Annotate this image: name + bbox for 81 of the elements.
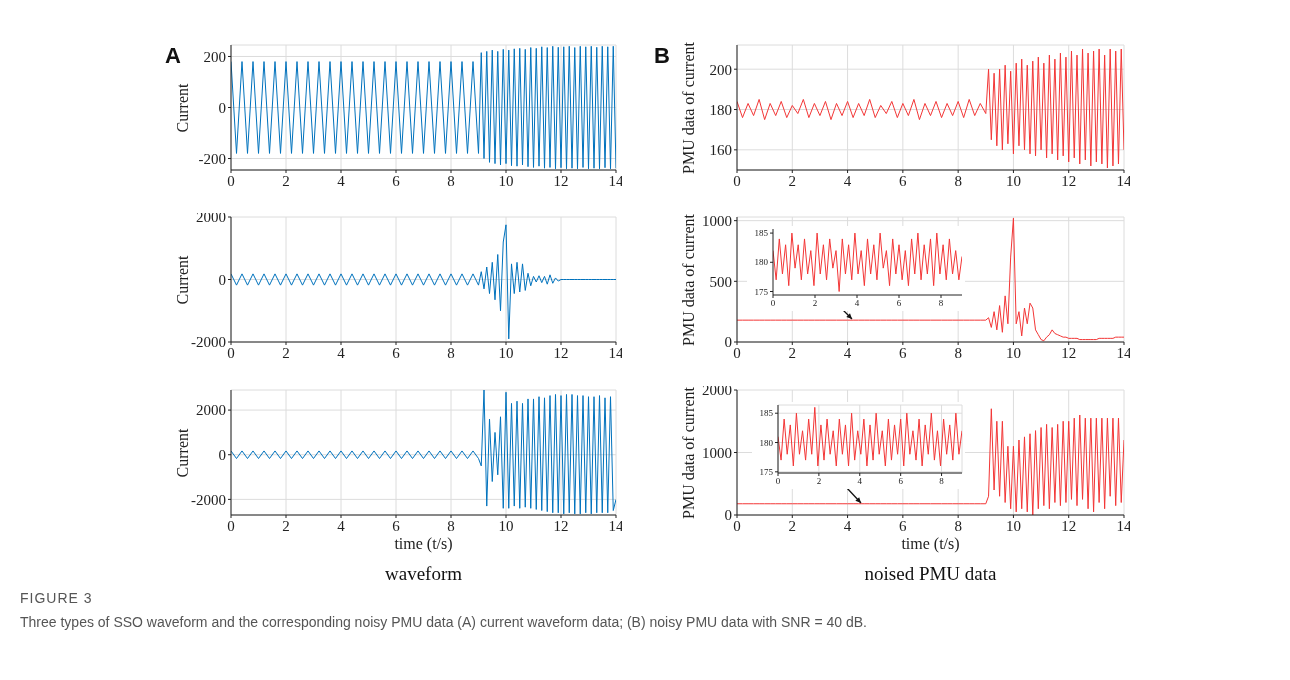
y-tick-label: 2000: [196, 209, 226, 226]
x-tick-label: 6: [899, 172, 908, 189]
x-tick-label: 6: [392, 344, 401, 361]
x-tick-label: 4: [854, 298, 860, 309]
x-tick-label: 12: [1061, 172, 1077, 189]
x-tick-label: 10: [498, 517, 514, 534]
text: Three types of SSO waveform and the corresponding noisy PMU data (A) current waveform data; (B) noisy PMU data with SNR = 40 dB.: [20, 614, 867, 630]
x-tick-label: 6: [392, 517, 401, 534]
x-tick-label: 10: [1005, 344, 1021, 361]
y-tick-label: 180: [709, 101, 732, 118]
x-tick-label: 12: [1061, 344, 1077, 361]
x-tick-label: 8: [954, 172, 962, 189]
text: noised PMU data: [863, 563, 998, 585]
y-tick-label: 500: [709, 273, 732, 290]
x-tick-label: 4: [843, 172, 852, 189]
x-tick-label: 10: [1005, 517, 1021, 534]
x-tick-label: 2: [788, 517, 797, 534]
x-tick-label: 4: [337, 344, 346, 361]
x-tick-label: 12: [1061, 517, 1077, 534]
x-tick-label: 2: [816, 476, 822, 487]
x-tick-label: 8: [954, 344, 962, 361]
x-tick-label: 6: [898, 476, 904, 487]
x-tick-label: 12: [553, 517, 569, 534]
y-tick-label: 1000: [702, 444, 732, 461]
y-axis-title: PMU data of current: [680, 213, 697, 346]
y-tick-label: 2000: [702, 382, 732, 399]
y-tick-label: 200: [203, 48, 226, 65]
x-tick-label: 0: [775, 476, 781, 487]
y-tick-label: 180: [754, 257, 769, 268]
x-tick-label: 4: [337, 172, 346, 189]
x-tick-label: 8: [938, 298, 944, 309]
x-tick-label: 6: [392, 172, 401, 189]
x-tick-label: 10: [498, 172, 514, 189]
y-axis-title: Current: [174, 255, 191, 304]
y-tick-label: -2000: [191, 491, 226, 508]
x-tick-label: 2: [282, 517, 290, 534]
y-tick-label: -2000: [191, 334, 226, 351]
x-tick-label: 8: [447, 172, 455, 189]
y-axis-title: Current: [174, 83, 191, 132]
y-axis-title: PMU data of current: [680, 41, 697, 174]
chart-title: B: [654, 43, 670, 69]
y-tick-label: 175: [759, 467, 774, 478]
y-tick-label: 185: [754, 228, 769, 239]
x-tick-label: 8: [447, 517, 455, 534]
y-axis-title: PMU data of current: [680, 386, 697, 519]
x-tick-label: 4: [337, 517, 346, 534]
x-tick-label: 2: [282, 344, 290, 361]
y-tick-label: -200: [198, 150, 226, 167]
x-tick-label: 10: [1005, 172, 1021, 189]
x-tick-label: 2: [788, 172, 797, 189]
y-tick-label: 2000: [196, 402, 226, 419]
x-tick-label: 6: [896, 298, 902, 309]
x-tick-label: 10: [498, 344, 514, 361]
x-tick-label: 8: [447, 344, 455, 361]
x-tick-label: 4: [843, 344, 852, 361]
y-tick-label: 175: [754, 286, 769, 297]
x-tick-label: 6: [899, 517, 908, 534]
y-tick-label: 160: [709, 142, 732, 159]
caption: FIGURE 3: [20, 590, 93, 606]
x-tick-label: 6: [899, 344, 908, 361]
x-tick-label: 12: [553, 172, 569, 189]
y-tick-label: 180: [759, 437, 774, 448]
chart-title: A: [165, 43, 181, 69]
x-axis-title: time (t/s): [900, 535, 961, 553]
y-axis-title: Current: [174, 428, 191, 477]
x-tick-label: 4: [843, 517, 852, 534]
y-tick-label: 185: [759, 408, 774, 419]
x-tick-label: 8: [954, 517, 962, 534]
text: waveform: [384, 563, 463, 585]
x-tick-label: 4: [857, 476, 863, 487]
x-tick-label: 12: [553, 344, 569, 361]
y-tick-label: 0: [218, 447, 226, 464]
x-axis-title: time (t/s): [393, 535, 454, 553]
x-tick-label: 2: [812, 298, 818, 309]
x-tick-label: 8: [939, 476, 945, 487]
y-tick-label: 0: [218, 99, 226, 116]
y-tick-label: 1000: [702, 212, 732, 229]
y-tick-label: 200: [709, 61, 732, 78]
x-tick-label: 2: [788, 344, 797, 361]
x-tick-label: 2: [282, 172, 290, 189]
y-tick-label: 0: [218, 271, 226, 288]
